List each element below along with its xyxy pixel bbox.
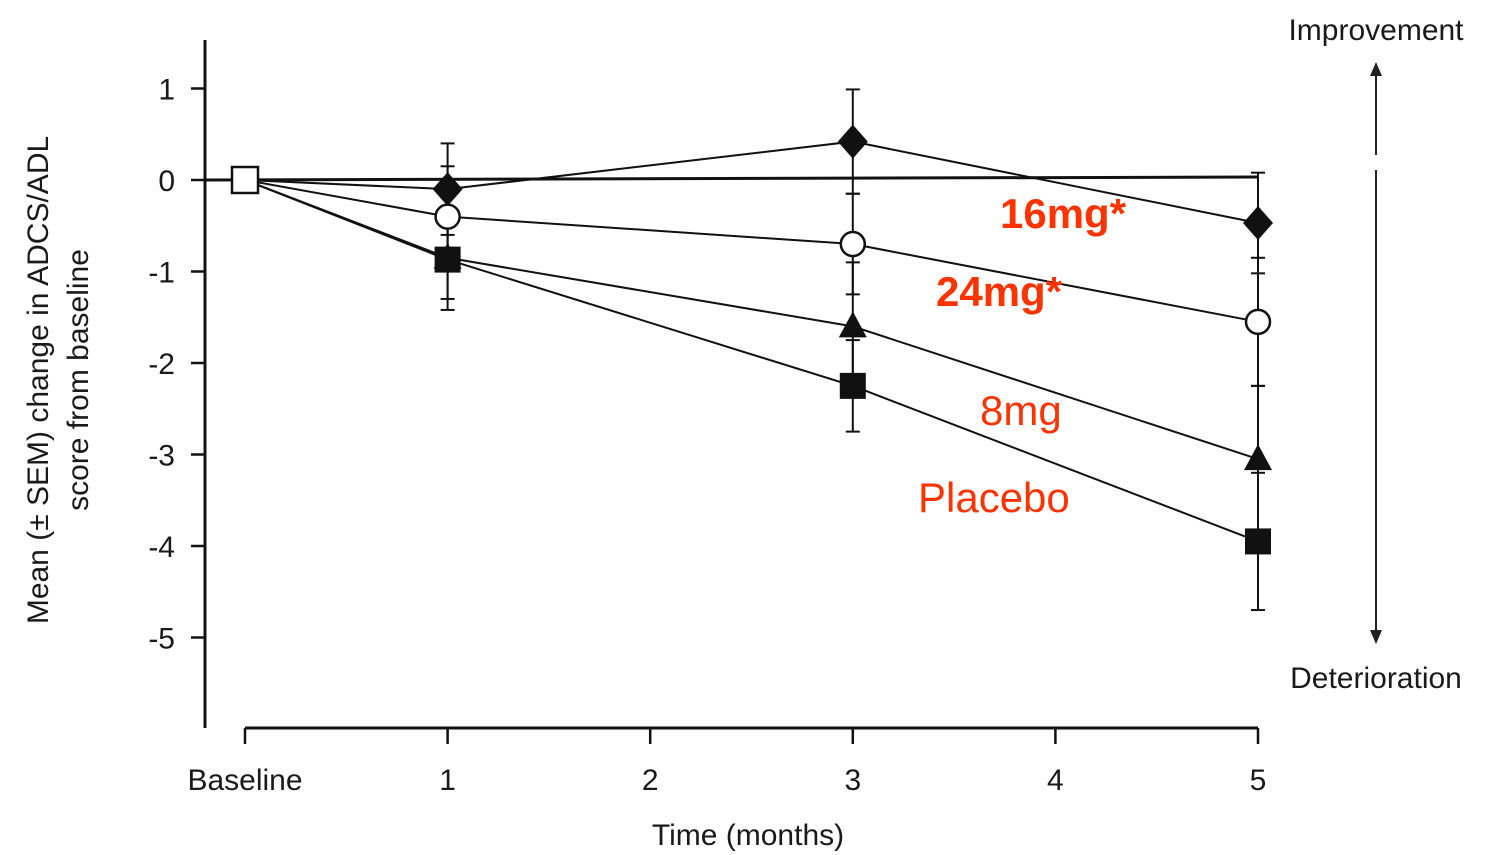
marker-baseline xyxy=(230,165,260,195)
tick-labels: 1 0 -1 -2 -3 -4 -5 Baseline 1 2 3 4 5 xyxy=(148,74,1266,798)
series-lines xyxy=(244,140,1259,543)
y-tick-label: 1 xyxy=(158,74,175,107)
y-axis-title-line2: score from baseline xyxy=(62,249,95,511)
axes xyxy=(203,40,1259,730)
x-tick-label: 4 xyxy=(1047,764,1064,797)
y-tick-label: 0 xyxy=(158,165,175,198)
direction-arrow xyxy=(1370,62,1382,644)
marker-8mg xyxy=(838,311,867,338)
improvement-label: Improvement xyxy=(1288,14,1464,47)
series-line-16mg xyxy=(244,140,1259,224)
y-axis-title-line1: Mean (± SEM) change in ADCS/ADL xyxy=(22,136,55,624)
x-tick-label: 1 xyxy=(439,764,456,797)
x-axis-title: Time (months) xyxy=(652,819,844,852)
series-labels: 16mg* 24mg* 8mg Placebo xyxy=(918,190,1127,521)
x-tick-label: 5 xyxy=(1250,764,1267,797)
deterioration-label: Deterioration xyxy=(1290,662,1462,695)
marker-24mg xyxy=(839,230,867,258)
series-label-16mg: 16mg* xyxy=(1000,190,1127,237)
marker-16mg xyxy=(432,172,463,207)
marker-8mg xyxy=(1244,444,1272,471)
marker-placebo xyxy=(839,372,866,399)
marker-placebo xyxy=(434,246,461,273)
y-axis-title: Mean (± SEM) change in ADCS/ADL score fr… xyxy=(22,136,95,624)
marker-16mg xyxy=(837,124,868,159)
y-tick-label: -3 xyxy=(148,440,175,473)
y-tick-label: -2 xyxy=(148,348,175,381)
series-label-8mg: 8mg xyxy=(980,387,1062,434)
ticks xyxy=(191,87,1260,744)
error-bars xyxy=(440,88,1265,612)
arrowhead-down-icon xyxy=(1370,630,1382,644)
y-tick-label: -1 xyxy=(148,257,175,290)
x-tick-label: 3 xyxy=(844,764,861,797)
y-tick-label: -5 xyxy=(148,623,175,656)
x-tick-label: 2 xyxy=(642,764,659,797)
x-tick-label: Baseline xyxy=(187,764,302,797)
series-label-placebo: Placebo xyxy=(918,474,1070,521)
markers xyxy=(230,124,1273,555)
series-line-24mg xyxy=(244,179,1259,323)
zero-reference-line xyxy=(204,175,1259,182)
series-line-placebo xyxy=(244,179,1259,543)
marker-placebo xyxy=(1245,528,1271,555)
marker-24mg xyxy=(1244,308,1272,336)
arrowhead-up-icon xyxy=(1370,62,1382,76)
marker-16mg xyxy=(1243,206,1273,241)
series-label-24mg: 24mg* xyxy=(936,268,1063,315)
y-tick-label: -4 xyxy=(148,531,175,564)
marker-24mg xyxy=(434,203,461,230)
